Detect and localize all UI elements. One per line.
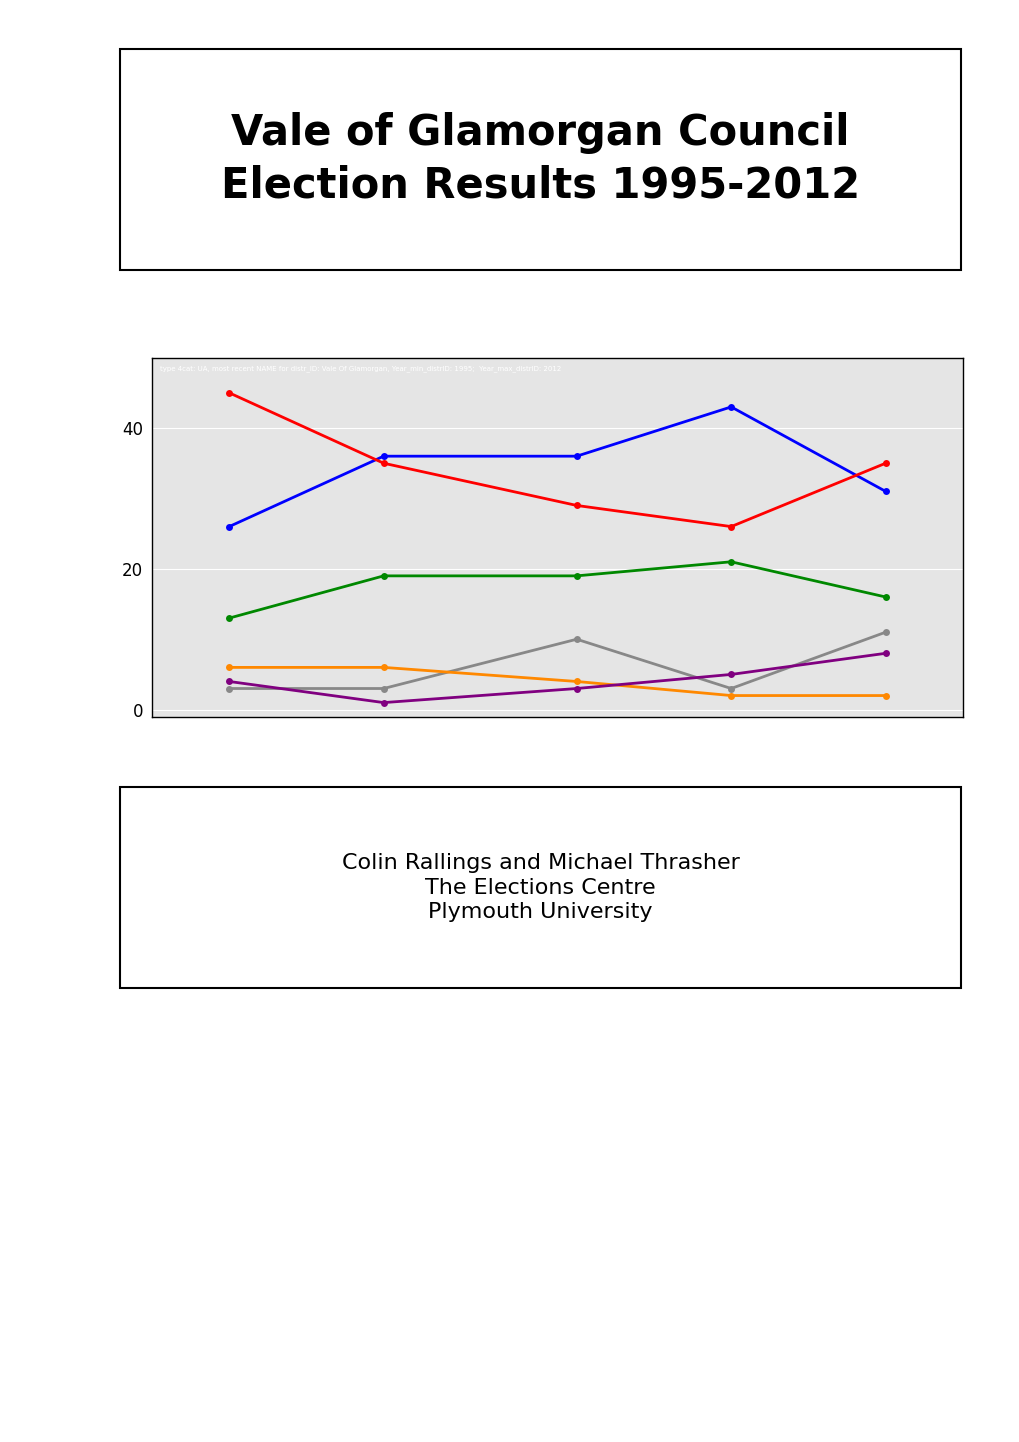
Text: Vale of Glamorgan Council
Election Results 1995-2012: Vale of Glamorgan Council Election Resul… (221, 112, 859, 206)
FancyBboxPatch shape (120, 787, 960, 988)
Text: Colin Rallings and Michael Thrasher
The Elections Centre
Plymouth University: Colin Rallings and Michael Thrasher The … (341, 852, 739, 923)
FancyBboxPatch shape (120, 49, 960, 270)
Text: type 4cat: UA, most recent NAME for distr_ID: Vale Of Glamorgan, Year_min_distrI: type 4cat: UA, most recent NAME for dist… (160, 365, 560, 372)
